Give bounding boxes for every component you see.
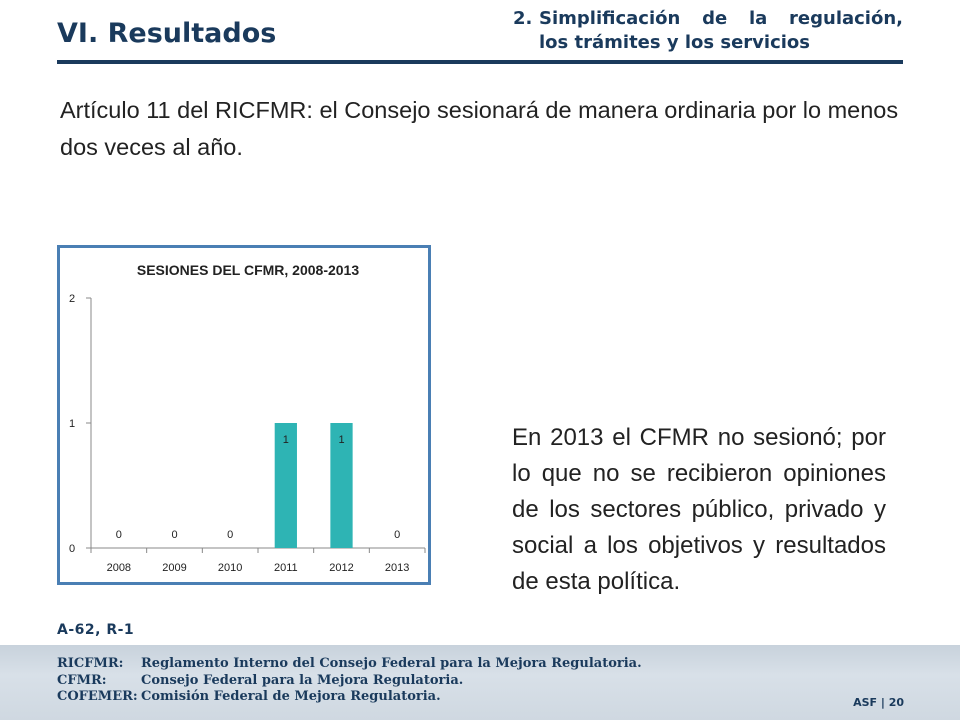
data-label: 0 <box>227 529 233 541</box>
section-subtitle: 2. Simplificación de la regulación, los … <box>513 6 903 56</box>
glossary-value: Comisión Federal de Mejora Regulatoria. <box>141 689 441 704</box>
x-tick-label: 2010 <box>218 562 242 574</box>
header-rule <box>57 60 903 64</box>
side-text: En 2013 el CFMR no sesionó; por lo que n… <box>512 424 886 595</box>
y-tick-label: 2 <box>69 293 75 305</box>
page-tag: ASF | 20 <box>853 696 904 709</box>
sessions-bar-chart: SESIONES DEL CFMR, 2008-2013 0 1 2 2008 0 2009… <box>69 262 426 574</box>
section-title: VI. Resultados <box>57 18 277 49</box>
bar-2012 <box>330 423 353 548</box>
footer-bar <box>0 645 960 720</box>
data-label: 1 <box>283 434 289 446</box>
data-label: 0 <box>394 529 400 541</box>
chart-frame: SESIONES DEL CFMR, 2008-2013 0 1 2 2008 0 2009… <box>57 245 431 585</box>
subtitle-number: 2. <box>513 8 533 29</box>
glossary-value: Consejo Federal para la Mejora Regulator… <box>141 672 464 688</box>
y-tick-label: 0 <box>69 543 75 555</box>
glossary-key: RICFMR: <box>57 656 124 671</box>
subtitle-line-2: los trámites y los servicios <box>539 32 811 53</box>
x-tick-label: 2012 <box>329 562 353 574</box>
glossary: RICFMR: Reglamento Interno del Consejo F… <box>57 656 642 706</box>
subtitle-line-1: Simplificación de la regulación, <box>539 8 903 29</box>
data-label: 0 <box>116 529 122 541</box>
glossary-key: CFMR: <box>57 672 107 688</box>
glossary-row: CFMR: Consejo Federal para la Mejora Reg… <box>57 673 642 690</box>
data-label: 1 <box>338 434 344 446</box>
bar-2011 <box>274 423 297 548</box>
glossary-row: COFEMER: Comisión Federal de Mejora Regu… <box>57 689 642 706</box>
y-tick-label: 1 <box>69 418 75 430</box>
glossary-key: COFEMER: <box>57 689 138 704</box>
data-label: 0 <box>171 529 177 541</box>
chart-title: SESIONES DEL CFMR, 2008-2013 <box>137 262 359 278</box>
reference-code: A-62, R-1 <box>57 622 135 638</box>
x-tick-label: 2013 <box>385 562 409 574</box>
glossary-row: RICFMR: Reglamento Interno del Consejo F… <box>57 656 642 673</box>
glossary-value: Reglamento Interno del Consejo Federal p… <box>141 656 642 671</box>
x-tick-label: 2009 <box>162 562 186 574</box>
intro-text: Artículo 11 del RICFMR: el Consejo sesio… <box>60 97 899 160</box>
x-tick-label: 2011 <box>274 562 298 574</box>
x-tick-label: 2008 <box>107 562 131 574</box>
